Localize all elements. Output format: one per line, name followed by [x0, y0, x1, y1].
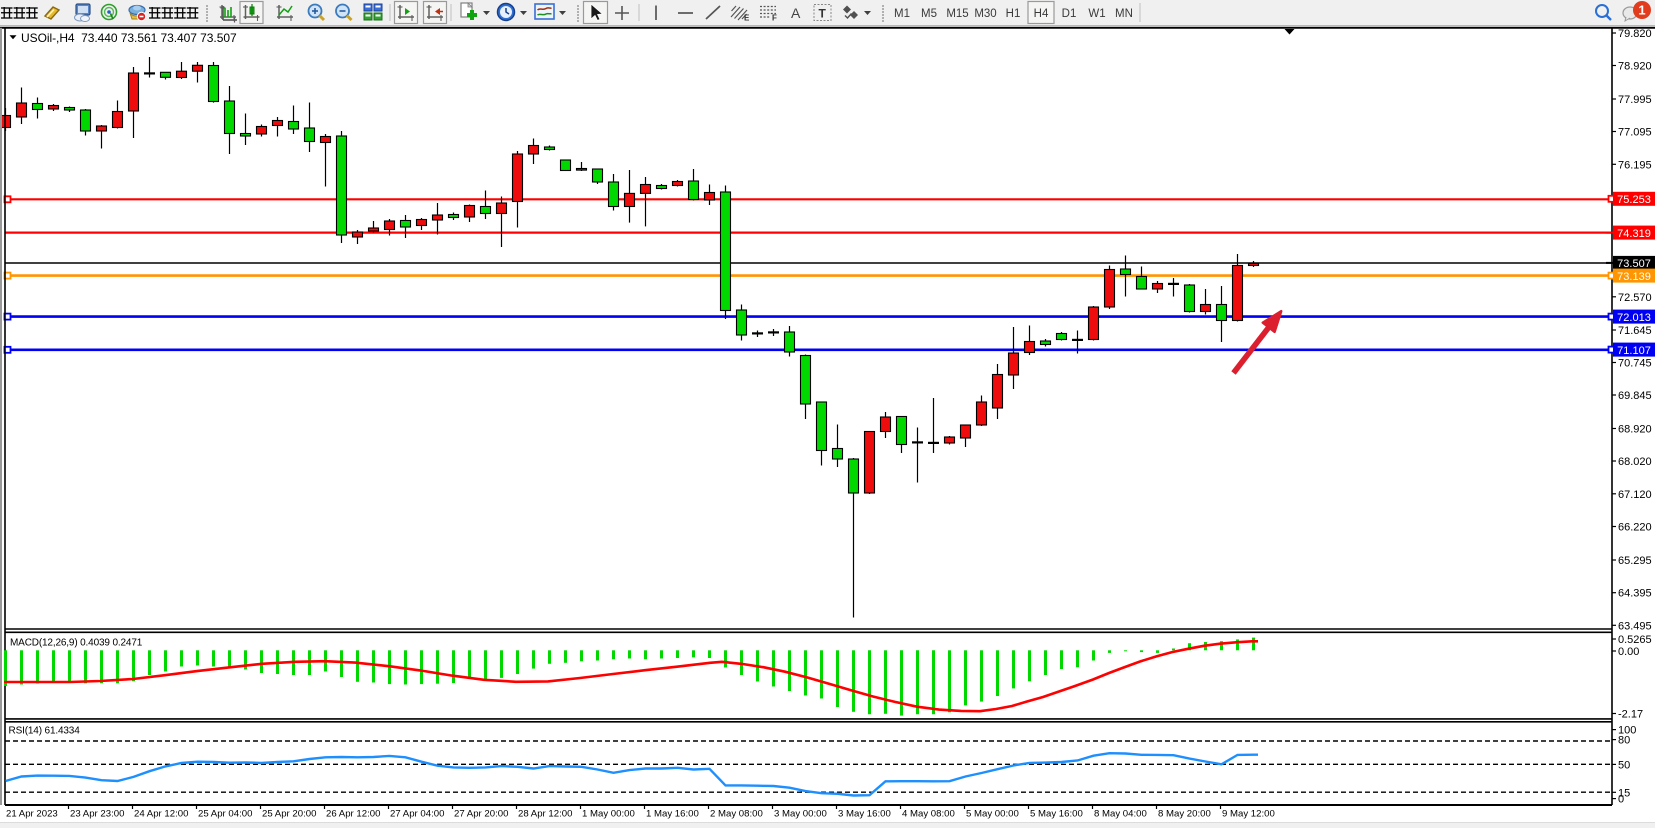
svg-text:0.5265: 0.5265: [1618, 634, 1652, 646]
svg-text:77.995: 77.995: [1618, 94, 1652, 106]
svg-text:79.820: 79.820: [1618, 28, 1652, 40]
svg-text:8 May 20:00: 8 May 20:00: [1158, 809, 1211, 820]
svg-text:0: 0: [1618, 794, 1624, 806]
svg-text:T: T: [819, 7, 827, 21]
svg-text:21 Apr 2023: 21 Apr 2023: [6, 809, 58, 820]
svg-text:0.00: 0.00: [1618, 646, 1639, 658]
svg-text:25 Apr 20:00: 25 Apr 20:00: [262, 809, 316, 820]
svg-text:H1: H1: [1006, 8, 1021, 20]
svg-text:75.253: 75.253: [1617, 194, 1651, 206]
svg-text:-2.17: -2.17: [1618, 709, 1643, 721]
svg-text:W1: W1: [1088, 8, 1105, 20]
svg-text:M15: M15: [946, 8, 968, 20]
svg-text:F: F: [772, 14, 777, 23]
svg-text:3 May 00:00: 3 May 00:00: [774, 809, 827, 820]
svg-text:73.139: 73.139: [1617, 271, 1651, 283]
svg-text:27 Apr 20:00: 27 Apr 20:00: [454, 809, 508, 820]
svg-text:3 May 16:00: 3 May 16:00: [838, 809, 891, 820]
svg-text:RSI(14) 61.4334: RSI(14) 61.4334: [9, 726, 81, 737]
svg-text:50: 50: [1618, 759, 1630, 771]
svg-text:15: 15: [1618, 787, 1630, 799]
svg-text:5 May 16:00: 5 May 16:00: [1030, 809, 1083, 820]
svg-text:74.319: 74.319: [1617, 228, 1651, 240]
svg-text:65.295: 65.295: [1618, 555, 1652, 567]
svg-text:E: E: [744, 14, 750, 23]
svg-text:72.013: 72.013: [1617, 312, 1651, 324]
svg-text:67.120: 67.120: [1618, 489, 1652, 501]
svg-text:MACD(12,26,9) 0.4039 0.2471: MACD(12,26,9) 0.4039 0.2471: [10, 638, 143, 649]
svg-text:9 May 12:00: 9 May 12:00: [1222, 809, 1275, 820]
svg-text:69.845: 69.845: [1618, 390, 1652, 402]
svg-text:71.645: 71.645: [1618, 325, 1652, 337]
svg-text:64.395: 64.395: [1618, 588, 1652, 600]
svg-text:M30: M30: [974, 8, 996, 20]
svg-text:1 May 00:00: 1 May 00:00: [582, 809, 635, 820]
svg-text:24 Apr 12:00: 24 Apr 12:00: [134, 809, 188, 820]
svg-text:78.920: 78.920: [1618, 61, 1652, 73]
svg-text:100: 100: [1618, 725, 1636, 737]
svg-text:73.507: 73.507: [1617, 258, 1651, 270]
svg-text:68.020: 68.020: [1618, 456, 1652, 468]
svg-text:23 Apr 23:00: 23 Apr 23:00: [70, 809, 124, 820]
svg-text:27 Apr 04:00: 27 Apr 04:00: [390, 809, 444, 820]
svg-text:5 May 00:00: 5 May 00:00: [966, 809, 1019, 820]
svg-text:M1: M1: [894, 8, 910, 20]
svg-text:A: A: [791, 5, 801, 21]
svg-text:71.107: 71.107: [1617, 345, 1651, 357]
svg-text:63.495: 63.495: [1618, 620, 1652, 632]
svg-text:28 Apr 12:00: 28 Apr 12:00: [518, 809, 572, 820]
svg-text:D1: D1: [1062, 8, 1077, 20]
svg-text:1 May 16:00: 1 May 16:00: [646, 809, 699, 820]
svg-text:2 May 08:00: 2 May 08:00: [710, 809, 763, 820]
svg-text:80: 80: [1618, 735, 1630, 747]
svg-text:USOil-,H4 73.440 73.561 73.40: USOil-,H4 73.440 73.561 73.407 73.507: [21, 31, 237, 45]
svg-text:4 May 08:00: 4 May 08:00: [902, 809, 955, 820]
svg-text:26 Apr 12:00: 26 Apr 12:00: [326, 809, 380, 820]
svg-text:72.570: 72.570: [1618, 292, 1652, 304]
svg-text:M5: M5: [921, 8, 937, 20]
svg-text:77.095: 77.095: [1618, 127, 1652, 139]
svg-text:25 Apr 04:00: 25 Apr 04:00: [198, 809, 252, 820]
svg-text:68.920: 68.920: [1618, 424, 1652, 436]
svg-text:H4: H4: [1034, 8, 1049, 20]
svg-text:66.220: 66.220: [1618, 522, 1652, 534]
svg-text:1: 1: [1638, 3, 1645, 18]
svg-text:MN: MN: [1115, 8, 1133, 20]
svg-text:70.745: 70.745: [1618, 358, 1652, 370]
svg-text:8 May 04:00: 8 May 04:00: [1094, 809, 1147, 820]
svg-text:76.195: 76.195: [1618, 159, 1652, 171]
